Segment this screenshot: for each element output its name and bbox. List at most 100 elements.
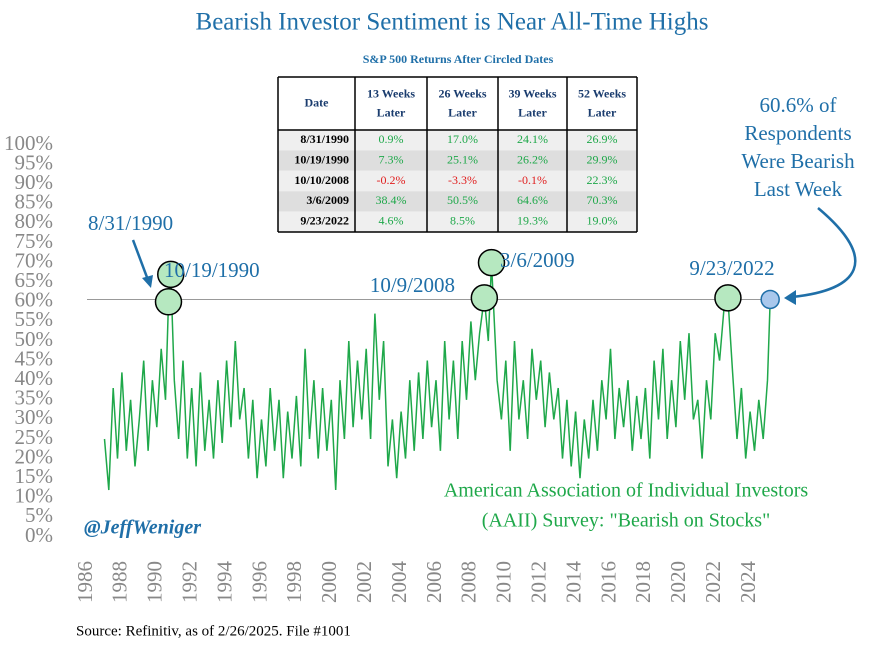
y-tick-label: 25% (15, 425, 54, 449)
x-tick-label: 2010 (492, 561, 516, 603)
x-tick-label: 1990 (143, 561, 167, 603)
highlight-label: 9/23/2022 (689, 256, 774, 280)
highlight-label: 10/19/1990 (164, 258, 260, 282)
x-tick-label: 2008 (457, 561, 481, 603)
x-tick-label: 1998 (282, 561, 306, 603)
watermark: @JeffWeniger (84, 517, 201, 539)
table-cell: 9/23/2022 (300, 214, 349, 228)
table-cell: -3.3% (448, 173, 477, 187)
table-cell: 25.1% (447, 152, 478, 166)
highlight-circle (477, 248, 506, 277)
x-tick-label: 2004 (387, 561, 411, 604)
x-tick-label: 1992 (178, 561, 202, 603)
y-tick-label: 40% (15, 366, 54, 390)
source: Source: Refinitiv, as of 2/26/2025. File… (76, 623, 351, 639)
table-cell: 38.4% (376, 193, 407, 207)
table-header: 39 Weeks Later (508, 86, 556, 119)
table-cell: 0.9% (379, 132, 404, 146)
y-tick-label: 0% (25, 523, 53, 547)
table-cell: 8.5% (450, 214, 475, 228)
y-tick-label: 70% (15, 248, 54, 272)
table-row-bg (278, 170, 637, 192)
x-tick-label: 1994 (212, 561, 236, 604)
x-tick-label: 2000 (317, 561, 341, 603)
callout: Respondents (744, 121, 851, 145)
y-tick-label: 55% (15, 307, 54, 331)
y-tick-label: 80% (15, 209, 54, 233)
table-row-bg (278, 150, 637, 171)
table-cell: 26.2% (517, 152, 548, 166)
table-cell: 26.9% (587, 132, 618, 146)
y-tick-label: 75% (15, 229, 54, 253)
table-cell: 10/19/1990 (294, 152, 349, 166)
x-tick-label: 1996 (247, 561, 271, 603)
x-tick-label: 2016 (596, 561, 620, 603)
table-title: S&P 500 Returns After Circled Dates (363, 52, 554, 66)
highlight-label: 8/31/1990 (88, 211, 173, 235)
table-header: 52 Weeks Later (578, 86, 626, 119)
table-row-bg (278, 130, 637, 151)
highlight-label: 3/6/2009 (500, 248, 575, 272)
y-tick-label: 20% (15, 444, 54, 468)
table-cell: 24.1% (517, 132, 548, 146)
x-tick-label: 2012 (527, 561, 551, 603)
table-cell: 4.6% (379, 214, 404, 228)
table-header: Date (305, 95, 330, 109)
table-cell: 50.5% (447, 193, 478, 207)
x-tick-label: 2014 (561, 561, 585, 604)
highlight-circle (154, 288, 183, 316)
callout: Were Bearish (741, 149, 855, 173)
y-tick-label: 95% (15, 150, 54, 174)
y-tick-label: 30% (15, 405, 54, 429)
y-tick-label: 90% (15, 170, 54, 194)
y-tick-label: 5% (25, 503, 53, 527)
y-tick-label: 60% (15, 288, 54, 312)
y-tick-label: 85% (15, 190, 54, 214)
x-tick-label: 2018 (631, 561, 655, 603)
table-header: 13 Weeks Later (367, 86, 415, 119)
table-cell: 19.3% (517, 214, 548, 228)
table-cell: 29.9% (587, 152, 618, 166)
x-tick-label: 1988 (108, 561, 132, 603)
highlight-circle (470, 284, 499, 312)
highlight-circle (157, 260, 185, 289)
arrow (131, 239, 150, 281)
current-point (760, 289, 780, 310)
table-cell: 3/6/2009 (306, 193, 349, 207)
y-tick-label: 65% (15, 268, 54, 292)
chart-title: Bearish Investor Sentiment is Near All-T… (196, 9, 709, 36)
x-tick-label: 1986 (73, 561, 97, 603)
highlight-label: 10/9/2008 (370, 273, 455, 297)
x-tick-label: 2006 (422, 561, 446, 603)
table-cell: 70.3% (587, 193, 618, 207)
y-tick-label: 100% (4, 131, 53, 155)
callout-arrow (791, 207, 857, 299)
x-tick-label: 2020 (666, 561, 690, 603)
x-tick-label: 2022 (701, 561, 725, 603)
y-tick-label: 15% (15, 464, 54, 488)
table-cell: -0.1% (518, 173, 547, 187)
callout: Last Week (754, 177, 843, 201)
table-row-bg (278, 191, 637, 212)
arrowhead (784, 290, 796, 305)
series-label: American Association of Individual Inves… (444, 480, 809, 502)
x-tick-label: 2002 (352, 561, 376, 603)
table-row-bg (278, 211, 637, 232)
table-cell: -0.2% (377, 173, 406, 187)
arrowhead (142, 275, 153, 288)
table-cell: 19.0% (587, 214, 618, 228)
series-label: (AAII) Survey: "Bearish on Stocks" (482, 510, 771, 532)
callout: 60.6% of (760, 93, 837, 117)
y-tick-label: 10% (15, 484, 54, 508)
y-tick-label: 50% (15, 327, 54, 351)
table-cell: 7.3% (379, 152, 404, 166)
y-tick-label: 35% (15, 386, 54, 410)
table-cell: 17.0% (447, 132, 478, 146)
table-cell: 64.6% (517, 193, 548, 207)
table-header: 26 Weeks Later (438, 86, 486, 119)
table-cell: 22.3% (587, 173, 618, 187)
series-line (103, 262, 771, 491)
y-tick-label: 45% (15, 346, 54, 370)
table-cell: 8/31/1990 (300, 132, 349, 146)
